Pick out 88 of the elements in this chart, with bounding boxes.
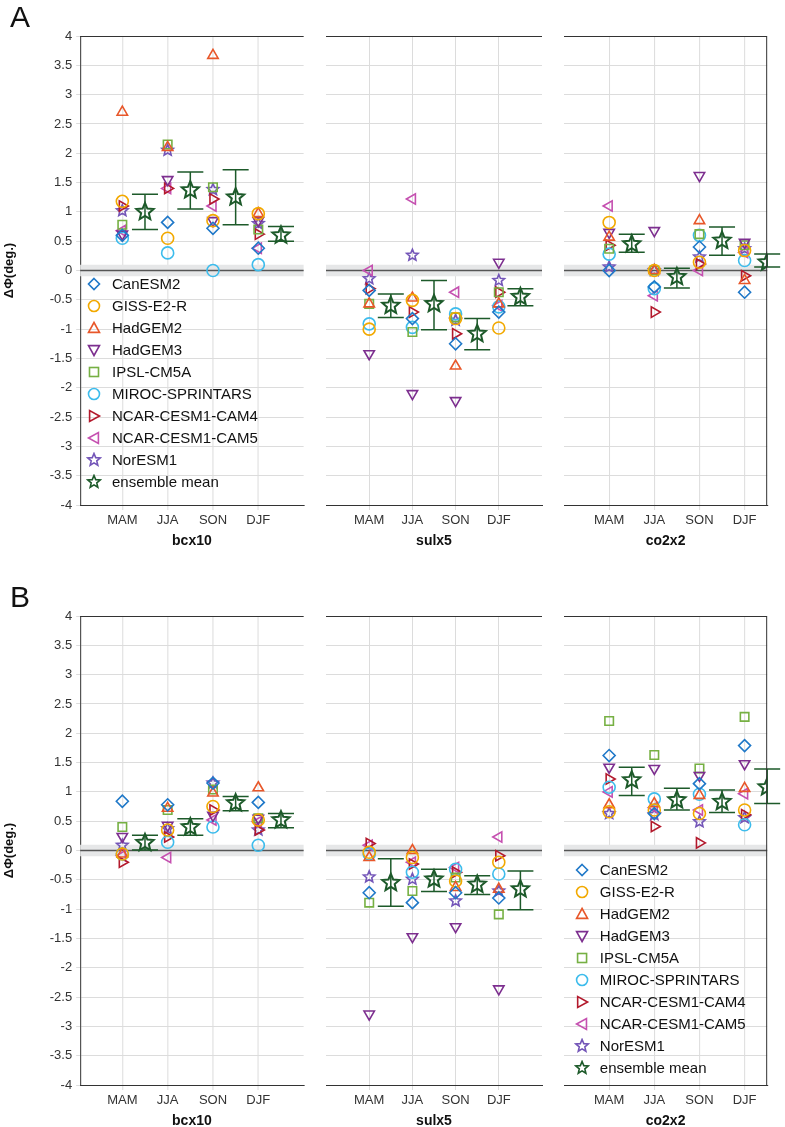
legend-label: MIROC-SPRINTARS (599, 970, 740, 990)
x-tick-label: DJF (246, 512, 271, 528)
y-tick-label: 0.5 (54, 812, 73, 828)
x-tick-label: SON (685, 1092, 714, 1108)
x-tick-label: SON (198, 512, 228, 528)
x-axis-title: sulx5 (415, 532, 452, 549)
x-tick-label: SON (198, 1092, 228, 1108)
y-tick-label: 1.5 (54, 754, 73, 770)
x-axis-title: co2x2 (645, 1112, 686, 1127)
legend-label: ensemble mean (599, 1058, 707, 1078)
legend-label: NCAR-CESM1-CAM4 (112, 405, 258, 426)
y-tick-label: -0.5 (49, 291, 73, 307)
legend-label: HadGEM3 (599, 926, 670, 946)
x-tick-label: JJA (156, 512, 179, 528)
chart-title: A (10, 0, 31, 34)
y-tick-label: -0.5 (49, 871, 73, 887)
legend-label: NCAR-CESM1-CAM5 (112, 427, 258, 448)
y-tick-label: -2.5 (49, 988, 73, 1004)
x-tick-label: DJF (486, 1092, 511, 1108)
y-tick-label: 2.5 (54, 695, 73, 711)
chart-title: B (10, 580, 31, 614)
y-axis-title: ΔΦ(deg.) (1, 242, 17, 299)
legend-label: HadGEM2 (599, 904, 670, 924)
x-tick-label: DJF (246, 1092, 271, 1108)
legend-label: NorESM1 (599, 1036, 665, 1056)
y-tick-label: -1.5 (49, 350, 73, 366)
y-tick-label: 1 (64, 203, 73, 219)
x-tick-label: SON (685, 512, 714, 528)
y-tick-label: 1 (64, 783, 73, 799)
y-tick-label: 3 (64, 86, 73, 102)
x-tick-label: SON (441, 512, 470, 528)
x-tick-label: JJA (643, 1092, 666, 1108)
x-tick-label: JJA (401, 1092, 424, 1108)
legend-label: MIROC-SPRINTARS (112, 383, 252, 404)
y-tick-label: 2 (64, 144, 73, 160)
x-axis-title: co2x2 (645, 532, 686, 549)
y-tick-label: -1.5 (49, 930, 73, 946)
legend-label: GISS-E2-R (112, 295, 188, 316)
y-tick-label: 4 (64, 27, 73, 43)
x-tick-label: MAM (593, 512, 624, 528)
y-tick-label: 4 (64, 607, 73, 623)
x-axis-title: bcx10 (172, 1112, 212, 1127)
x-tick-label: MAM (107, 1092, 138, 1108)
y-tick-label: 3.5 (54, 636, 73, 652)
y-tick-label: 3.5 (54, 56, 73, 72)
legend-label: IPSL-CM5A (112, 361, 192, 382)
y-tick-label: 1.5 (54, 174, 73, 190)
legend-label: IPSL-CM5A (599, 948, 680, 968)
x-tick-label: JJA (156, 1092, 179, 1108)
legend-label: NCAR-CESM1-CAM4 (599, 992, 746, 1012)
y-tick-label: -3.5 (49, 467, 73, 483)
x-axis-title: bcx10 (172, 532, 212, 549)
x-tick-label: DJF (486, 512, 511, 528)
legend-label: CanESM2 (599, 860, 669, 880)
x-tick-label: JJA (401, 512, 424, 528)
y-tick-label: 2.5 (54, 115, 73, 131)
legend-label: CanESM2 (112, 273, 181, 294)
legend-label: HadGEM2 (112, 317, 183, 338)
x-tick-label: MAM (107, 512, 138, 528)
x-tick-label: SON (441, 1092, 470, 1108)
y-tick-label: -4 (60, 496, 73, 512)
y-tick-label: -3 (60, 437, 73, 453)
y-tick-label: 0.5 (54, 232, 73, 248)
y-tick-label: 3 (64, 666, 73, 682)
x-tick-label: MAM (353, 512, 385, 528)
x-tick-label: MAM (593, 1092, 624, 1108)
y-tick-label: 0 (64, 842, 73, 858)
y-axis-title: ΔΦ(deg.) (1, 822, 17, 879)
legend-label: NorESM1 (112, 449, 178, 470)
legend-label: GISS-E2-R (599, 882, 675, 902)
legend-label: HadGEM3 (112, 339, 183, 360)
legend-label: ensemble mean (112, 471, 219, 492)
y-tick-label: 2 (64, 724, 73, 740)
x-axis-title: sulx5 (415, 1112, 452, 1127)
y-tick-label: -3.5 (49, 1047, 73, 1063)
y-tick-label: -1 (60, 320, 73, 336)
y-tick-label: 0 (64, 262, 73, 278)
x-tick-label: MAM (353, 1092, 385, 1108)
y-tick-label: -1 (60, 900, 73, 916)
x-tick-label: JJA (643, 512, 666, 528)
y-tick-label: -2 (60, 959, 73, 975)
y-tick-label: -3 (60, 1017, 73, 1033)
x-tick-label: DJF (732, 1092, 757, 1108)
y-tick-label: -2.5 (49, 408, 73, 424)
y-tick-label: -4 (60, 1076, 73, 1092)
y-tick-label: -2 (60, 379, 73, 395)
x-tick-label: DJF (732, 512, 757, 528)
legend-label: NCAR-CESM1-CAM5 (599, 1014, 746, 1034)
